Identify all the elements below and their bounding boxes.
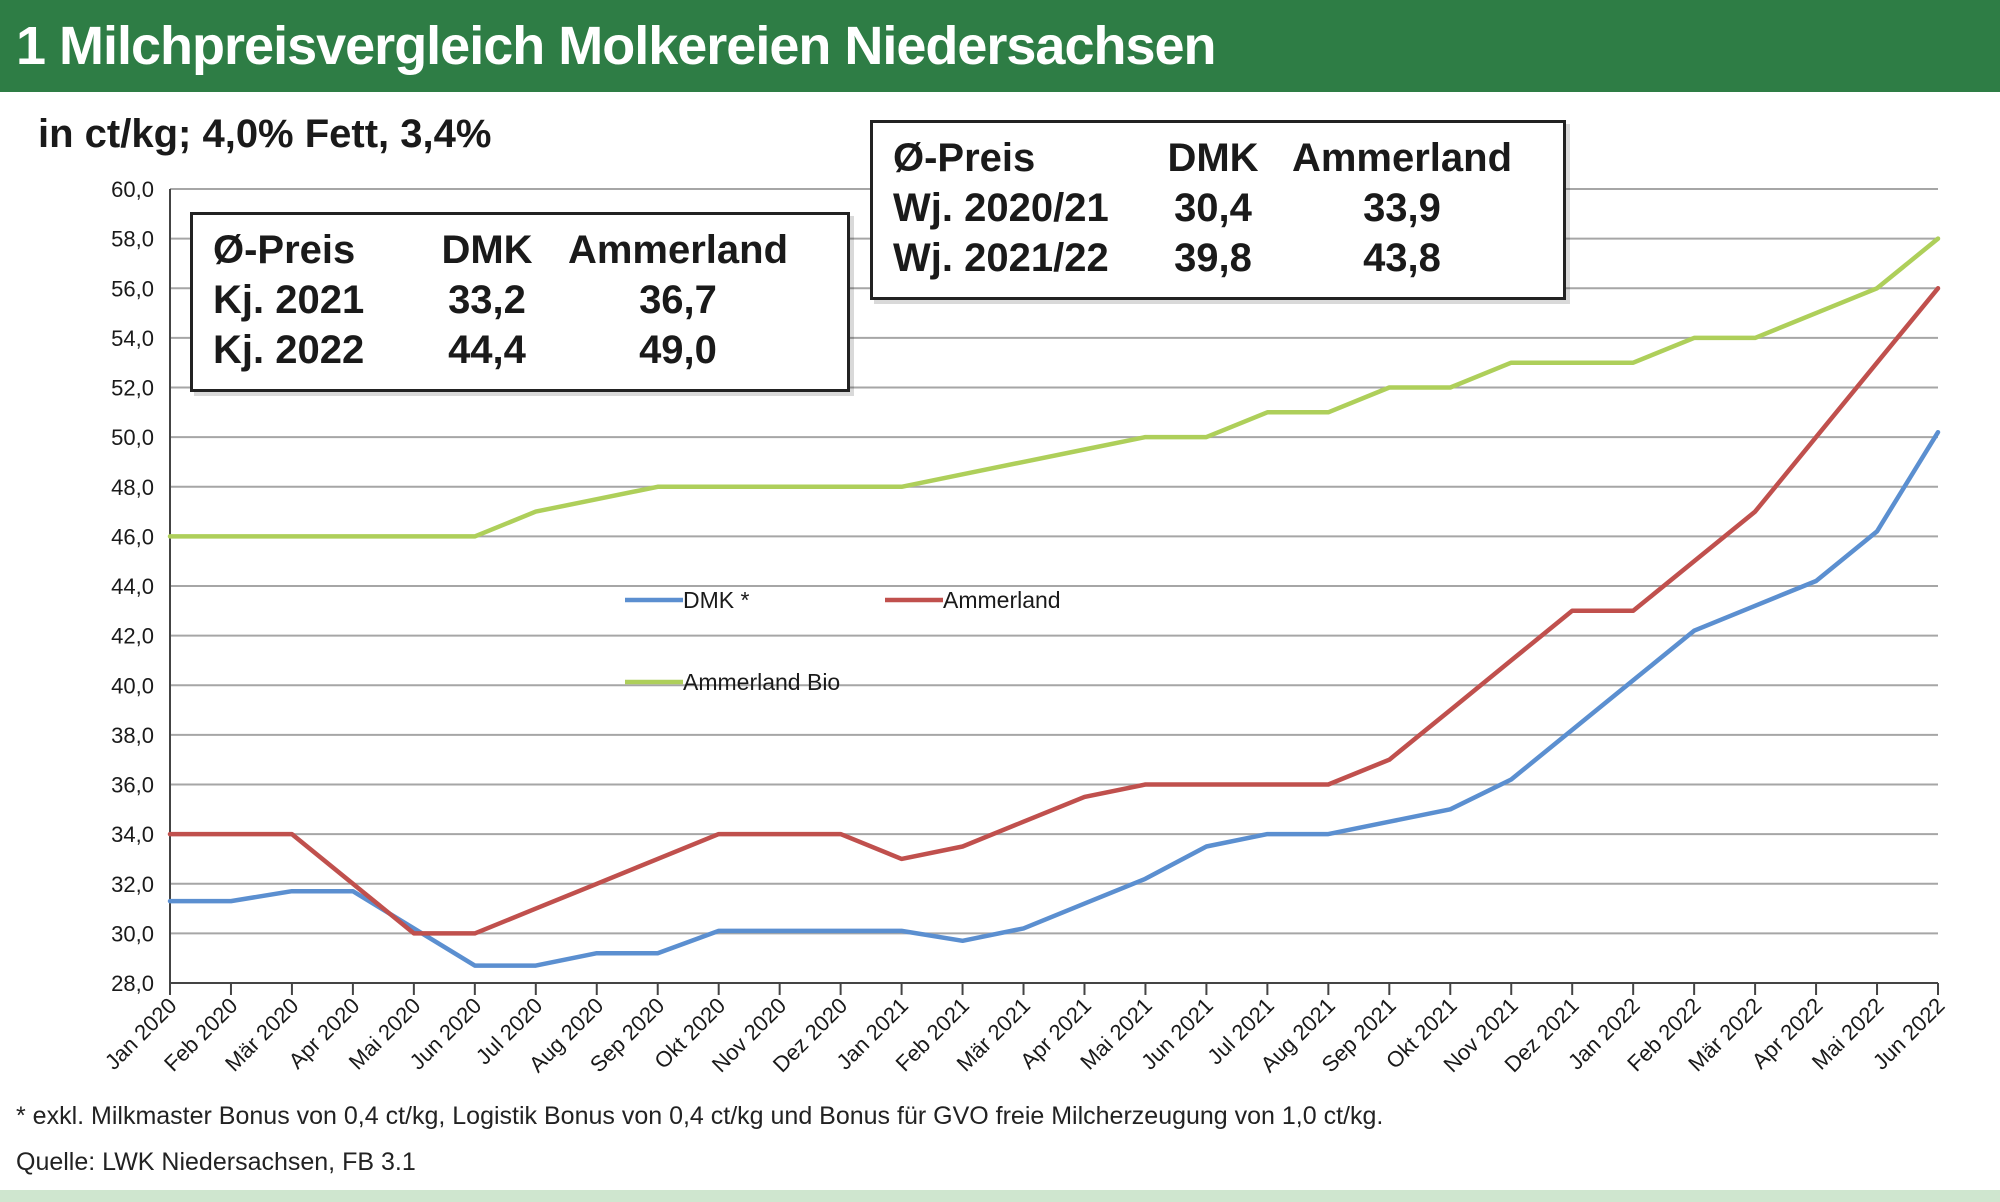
y-tick-label: 28,0	[111, 971, 154, 996]
table-row: Wj. 2021/22 39,8 43,8	[893, 233, 1529, 283]
footnote: * exkl. Milkmaster Bonus von 0,4 ct/kg, …	[16, 1102, 1384, 1130]
table-header-cell: Ammerland	[1291, 136, 1513, 180]
table-header-cell: Ammerland	[567, 228, 789, 272]
y-tick-label: 40,0	[111, 673, 154, 698]
table-row: Kj. 2021 33,2 36,7	[213, 275, 803, 325]
table-cell: 44,4	[448, 328, 526, 372]
table-cell: Kj. 2022	[213, 328, 365, 372]
header-bar: 1 Milchpreisvergleich Molkereien Nieders…	[0, 0, 2000, 92]
legend-label: Ammerland	[943, 587, 1061, 613]
legend-label: DMK *	[683, 587, 750, 613]
y-tick-label: 56,0	[111, 276, 154, 301]
table-cell: 30,4	[1174, 186, 1252, 230]
series-ammerland-line	[167, 286, 1941, 936]
average-price-box-fiscal-year: Ø-Preis DMK Ammerland Wj. 2020/21 30,4 3…	[870, 120, 1566, 300]
table-header-cell: Ø-Preis	[213, 228, 356, 272]
table-row: Wj. 2020/21 30,4 33,9	[893, 183, 1529, 233]
average-price-box-calendar-year: Ø-Preis DMK Ammerland Kj. 2021 33,2 36,7…	[190, 212, 850, 392]
unit-label: in ct/kg; 4,0% Fett, 3,4%	[38, 112, 492, 156]
y-tick-label: 46,0	[111, 524, 154, 549]
table-cell: 49,0	[639, 328, 717, 372]
bottom-bar	[0, 1190, 2000, 1202]
y-tick-label: 50,0	[111, 425, 154, 450]
series-ammerland-bio-line	[167, 236, 1941, 539]
table-header-row: Ø-Preis DMK Ammerland	[893, 133, 1529, 183]
y-tick-label: 30,0	[111, 921, 154, 946]
table-cell: Kj. 2021	[213, 278, 365, 322]
legend-label: Ammerland Bio	[683, 669, 840, 695]
source-note: Quelle: LWK Niedersachsen, FB 3.1	[16, 1148, 416, 1176]
y-tick-label: 32,0	[111, 872, 154, 897]
calendar-year-table: Ø-Preis DMK Ammerland Kj. 2021 33,2 36,7…	[213, 225, 803, 375]
y-tick-label: 54,0	[111, 326, 154, 351]
chart-title: 1 Milchpreisvergleich Molkereien Nieders…	[16, 16, 1217, 76]
table-cell: 36,7	[639, 278, 717, 322]
y-tick-label: 44,0	[111, 574, 154, 599]
y-tick-label: 38,0	[111, 723, 154, 748]
table-cell: Wj. 2021/22	[893, 236, 1109, 280]
y-tick-label: 34,0	[111, 822, 154, 847]
y-tick-label: 48,0	[111, 475, 154, 500]
y-tick-label: 52,0	[111, 376, 154, 401]
table-cell: Wj. 2020/21	[893, 186, 1109, 230]
y-tick-label: 58,0	[111, 227, 154, 252]
table-cell: 33,2	[448, 278, 526, 322]
y-tick-label: 36,0	[111, 773, 154, 798]
table-header-row: Ø-Preis DMK Ammerland	[213, 225, 803, 275]
series-dmk-line	[167, 429, 1941, 968]
table-cell: 43,8	[1363, 236, 1441, 280]
table-row: Kj. 2022 44,4 49,0	[213, 325, 803, 375]
table-header-cell: Ø-Preis	[893, 136, 1036, 180]
table-header-cell: DMK	[441, 228, 533, 272]
y-tick-label: 42,0	[111, 624, 154, 649]
y-tick-label: 60,0	[111, 177, 154, 202]
fiscal-year-table: Ø-Preis DMK Ammerland Wj. 2020/21 30,4 3…	[893, 133, 1529, 283]
table-cell: 33,9	[1363, 186, 1441, 230]
table-cell: 39,8	[1174, 236, 1252, 280]
table-header-cell: DMK	[1167, 136, 1259, 180]
